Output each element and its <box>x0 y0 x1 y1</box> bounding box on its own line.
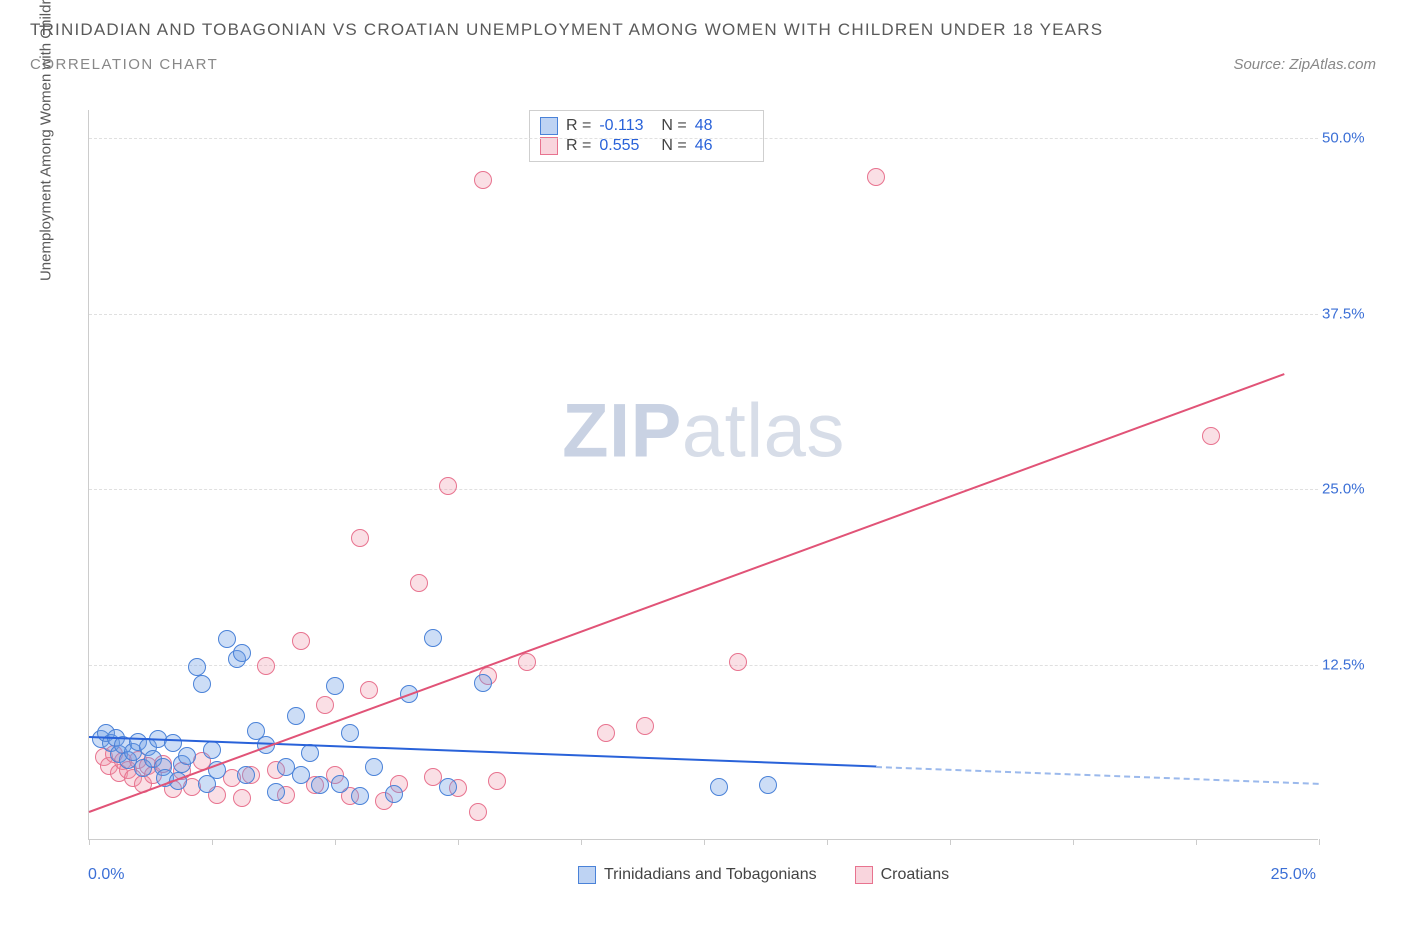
series2-r-value: 0.555 <box>599 137 653 155</box>
scatter-point-trinidadian <box>326 677 344 695</box>
scatter-point-croatian <box>474 171 492 189</box>
x-tick <box>827 839 828 845</box>
y-tick-label: 12.5% <box>1322 656 1376 673</box>
source-attribution: Source: ZipAtlas.com <box>1233 56 1376 73</box>
r-label: R = <box>566 117 591 135</box>
scatter-point-trinidadian <box>365 758 383 776</box>
x-tick <box>581 839 582 845</box>
scatter-point-trinidadian <box>341 724 359 742</box>
legend: Trinidadians and Tobagonians Croatians <box>578 866 949 884</box>
legend-label-series2: Croatians <box>881 866 949 884</box>
gridline <box>89 489 1318 490</box>
scatter-point-croatian <box>518 653 536 671</box>
scatter-point-trinidadian <box>267 783 285 801</box>
scatter-point-trinidadian <box>424 629 442 647</box>
x-tick <box>1073 839 1074 845</box>
scatter-point-trinidadian <box>385 785 403 803</box>
x-tick <box>335 839 336 845</box>
swatch-blue-icon <box>578 866 596 884</box>
scatter-point-croatian <box>636 717 654 735</box>
legend-item-series1: Trinidadians and Tobagonians <box>578 866 817 884</box>
x-axis-min-label: 0.0% <box>88 866 124 884</box>
plot-region: ZIPatlas R = -0.113 N = 48 R = 0.555 N =… <box>88 110 1318 840</box>
scatter-point-croatian <box>729 653 747 671</box>
scatter-point-trinidadian <box>301 744 319 762</box>
scatter-point-croatian <box>292 632 310 650</box>
scatter-point-croatian <box>257 657 275 675</box>
scatter-point-trinidadian <box>292 766 310 784</box>
scatter-point-croatian <box>439 477 457 495</box>
swatch-blue-icon <box>540 117 558 135</box>
x-tick <box>950 839 951 845</box>
scatter-point-trinidadian <box>237 766 255 784</box>
scatter-point-trinidadian <box>188 658 206 676</box>
gridline <box>89 314 1318 315</box>
scatter-point-trinidadian <box>351 787 369 805</box>
scatter-point-trinidadian <box>759 776 777 794</box>
correlation-stats-box: R = -0.113 N = 48 R = 0.555 N = 46 <box>529 110 764 162</box>
scatter-point-croatian <box>867 168 885 186</box>
scatter-point-croatian <box>597 724 615 742</box>
scatter-point-trinidadian <box>311 776 329 794</box>
x-tick <box>1319 839 1320 845</box>
scatter-point-croatian <box>351 529 369 547</box>
r-label: R = <box>566 137 591 155</box>
scatter-point-croatian <box>233 789 251 807</box>
x-tick <box>1196 839 1197 845</box>
scatter-point-trinidadian <box>474 674 492 692</box>
trendline-croatian <box>89 373 1285 813</box>
scatter-point-croatian <box>488 772 506 790</box>
scatter-point-trinidadian <box>710 778 728 796</box>
x-tick <box>212 839 213 845</box>
y-axis-label: Unemployment Among Women with Children U… <box>38 0 55 281</box>
gridline <box>89 138 1318 139</box>
scatter-point-trinidadian <box>331 775 349 793</box>
chart-area: Unemployment Among Women with Children U… <box>58 110 1378 890</box>
x-axis-max-label: 25.0% <box>1271 866 1316 884</box>
scatter-point-trinidadian <box>164 734 182 752</box>
trendline-trinidadian-extrapolated <box>876 766 1319 785</box>
chart-subtitle: CORRELATION CHART <box>30 56 218 73</box>
x-tick <box>89 839 90 845</box>
series1-n-value: 48 <box>695 117 749 135</box>
scatter-point-trinidadian <box>203 741 221 759</box>
y-tick-label: 37.5% <box>1322 305 1376 322</box>
x-tick <box>458 839 459 845</box>
chart-title: TRINIDADIAN AND TOBAGONIAN VS CROATIAN U… <box>30 18 1376 42</box>
n-label: N = <box>661 137 686 155</box>
watermark: ZIPatlas <box>562 387 845 474</box>
legend-item-series2: Croatians <box>855 866 949 884</box>
stats-row-series1: R = -0.113 N = 48 <box>540 116 749 136</box>
series2-n-value: 46 <box>695 137 749 155</box>
n-label: N = <box>661 117 686 135</box>
y-tick-label: 50.0% <box>1322 130 1376 147</box>
legend-label-series1: Trinidadians and Tobagonians <box>604 866 817 884</box>
scatter-point-croatian <box>360 681 378 699</box>
scatter-point-trinidadian <box>233 644 251 662</box>
scatter-point-croatian <box>316 696 334 714</box>
scatter-point-trinidadian <box>218 630 236 648</box>
scatter-point-croatian <box>410 574 428 592</box>
series1-r-value: -0.113 <box>599 117 653 135</box>
swatch-pink-icon <box>855 866 873 884</box>
scatter-point-trinidadian <box>439 778 457 796</box>
scatter-point-trinidadian <box>178 747 196 765</box>
scatter-point-trinidadian <box>287 707 305 725</box>
y-tick-label: 25.0% <box>1322 481 1376 498</box>
scatter-point-croatian <box>469 803 487 821</box>
scatter-point-croatian <box>1202 427 1220 445</box>
x-tick <box>704 839 705 845</box>
scatter-point-trinidadian <box>193 675 211 693</box>
swatch-pink-icon <box>540 137 558 155</box>
